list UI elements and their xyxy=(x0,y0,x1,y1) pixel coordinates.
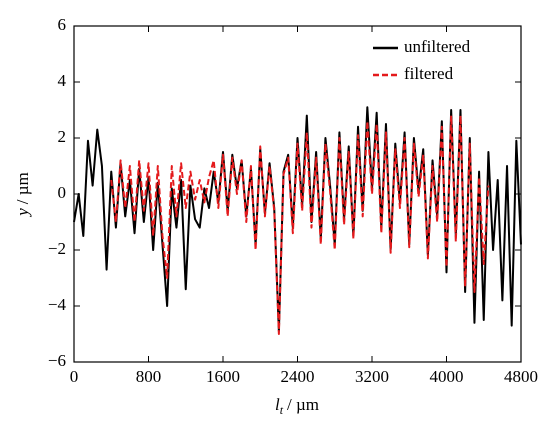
x-tick-label: 4800 xyxy=(504,367,538,386)
y-tick-label: 2 xyxy=(58,127,67,146)
x-tick-label: 800 xyxy=(136,367,162,386)
data-line xyxy=(110,114,490,335)
y-label-symbol: y xyxy=(13,208,32,218)
y-tick-label: −2 xyxy=(48,239,66,258)
x-label-symbol: l xyxy=(275,395,280,414)
x-tick-label: 1600 xyxy=(206,367,240,386)
x-label-unit: / µm xyxy=(287,395,319,414)
x-tick-label: 2400 xyxy=(281,367,315,386)
x-tick-label: 0 xyxy=(70,367,79,386)
x-label-subscript: t xyxy=(280,403,284,417)
y-tick-label: 0 xyxy=(58,183,67,202)
x-tick-label: 3200 xyxy=(355,367,389,386)
y-tick-label: −4 xyxy=(48,295,67,314)
legend-label: unfiltered xyxy=(404,37,471,56)
legend-label: filtered xyxy=(404,64,454,83)
y-label-unit: / µm xyxy=(13,172,32,204)
data-line xyxy=(73,106,522,333)
y-tick-label: 6 xyxy=(58,15,67,34)
y-tick-label: 4 xyxy=(58,71,67,90)
y-tick-label: −6 xyxy=(48,351,66,370)
x-axis-label: lt / µm xyxy=(275,395,319,417)
x-tick-label: 4000 xyxy=(430,367,464,386)
y-axis-label: y / µm xyxy=(13,172,32,218)
